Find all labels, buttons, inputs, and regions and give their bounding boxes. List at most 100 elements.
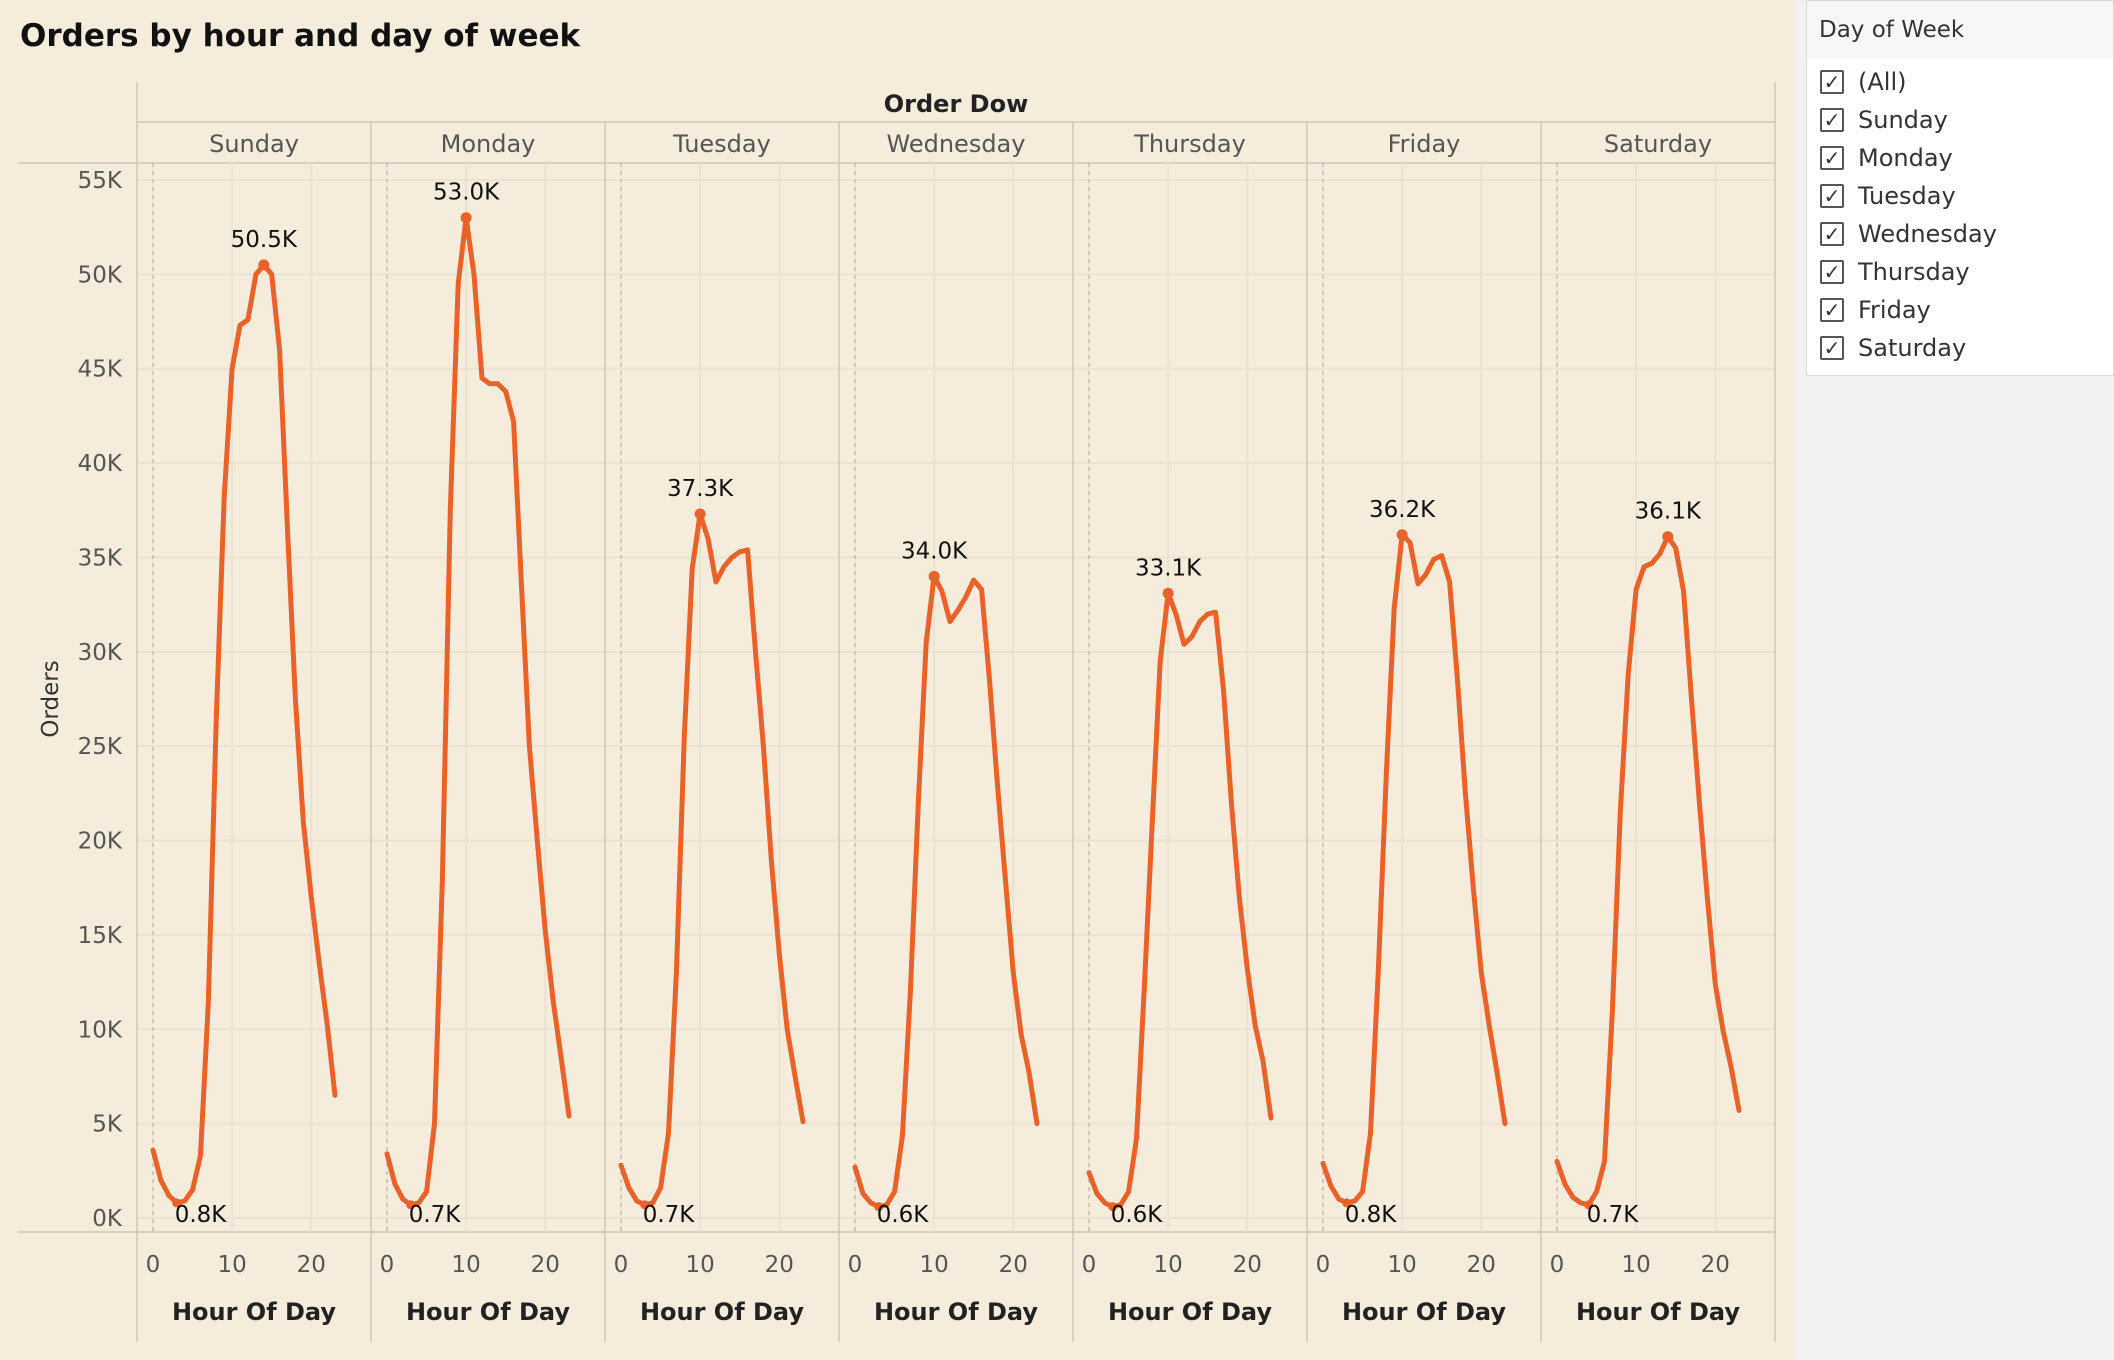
day-header-friday: Friday	[1388, 130, 1461, 158]
filter-item-tuesday[interactable]: ✓ Tuesday	[1807, 177, 2113, 215]
checkbox-checked-icon[interactable]: ✓	[1820, 70, 1844, 94]
min-label: 0.8K	[1345, 1202, 1398, 1228]
x-tick-label: 20	[1701, 1252, 1730, 1278]
min-marker	[172, 1198, 182, 1208]
min-marker	[1584, 1200, 1594, 1210]
filter-item-label: Friday	[1858, 296, 1931, 324]
min-label: 0.7K	[1587, 1202, 1640, 1228]
day-header-tuesday: Tuesday	[672, 130, 771, 158]
day-of-week-filter: Day of Week ✓ (All) ✓ Sunday ✓ Monday ✓ Tuesday…	[1806, 0, 2114, 376]
y-tick-label: 50K	[78, 262, 123, 288]
checkbox-checked-icon[interactable]: ✓	[1820, 108, 1844, 132]
x-tick-label: 0	[1082, 1252, 1097, 1278]
x-tick-label: 20	[1233, 1252, 1262, 1278]
column-header: Order Dow	[884, 90, 1028, 118]
y-tick-label: 10K	[78, 1017, 123, 1043]
y-tick-label: 25K	[78, 734, 123, 760]
peak-marker	[1662, 531, 1674, 543]
x-tick-label: 10	[1387, 1252, 1416, 1278]
peak-marker	[258, 259, 270, 271]
y-tick-label: 40K	[78, 451, 123, 477]
y-tick-label: 30K	[78, 640, 123, 666]
min-label: 0.7K	[409, 1202, 462, 1228]
series-line-friday	[1320, 532, 1508, 1206]
peak-marker	[928, 570, 940, 582]
y-tick-label: 55K	[78, 168, 123, 194]
x-tick-label: 0	[1316, 1252, 1331, 1278]
day-header-saturday: Saturday	[1604, 130, 1712, 158]
min-marker	[1108, 1202, 1118, 1212]
checkbox-checked-icon[interactable]: ✓	[1820, 184, 1844, 208]
x-axis-title: Hour Of Day	[1576, 1298, 1740, 1326]
filter-item-label: Wednesday	[1858, 220, 1997, 248]
y-tick-label: 45K	[78, 357, 123, 383]
x-tick-label: 10	[1621, 1252, 1650, 1278]
orders-line-chart: 0K 5K 10K 15K 20K 25K 30K 35K 40K 45K 50K 55K Orders…	[18, 82, 1776, 1342]
min-label: 0.6K	[877, 1202, 930, 1228]
chart-title: Orders by hour and day of week	[20, 18, 581, 54]
min-marker	[1342, 1198, 1352, 1208]
filter-item-saturday[interactable]: ✓ Saturday	[1807, 329, 2113, 367]
x-tick-label: 20	[999, 1252, 1028, 1278]
peak-marker	[1162, 587, 1174, 599]
filter-item-all[interactable]: ✓ (All)	[1807, 63, 2113, 101]
x-axis-title: Hour Of Day	[640, 1298, 804, 1326]
x-axis-title: Hour Of Day	[406, 1298, 570, 1326]
filter-item-label: (All)	[1858, 68, 1907, 96]
y-tick-label: 20K	[78, 829, 123, 855]
series-line-saturday	[1554, 534, 1742, 1208]
filter-item-label: Tuesday	[1858, 182, 1956, 210]
min-marker	[874, 1202, 884, 1212]
series-line-thursday	[1086, 590, 1274, 1210]
min-label: 0.7K	[643, 1202, 696, 1228]
checkbox-checked-icon[interactable]: ✓	[1820, 260, 1844, 284]
peak-label: 53.0K	[433, 180, 500, 206]
x-tick-label: 20	[531, 1252, 560, 1278]
series-line-monday	[384, 215, 572, 1208]
series-line-wednesday	[852, 573, 1040, 1210]
min-label: 0.8K	[175, 1202, 228, 1228]
peak-marker	[1396, 529, 1408, 541]
x-axis-title: Hour Of Day	[1108, 1298, 1272, 1326]
x-tick-label: 10	[919, 1252, 948, 1278]
peak-label: 34.0K	[901, 538, 968, 564]
x-tick-label: 10	[451, 1252, 480, 1278]
checkbox-checked-icon[interactable]: ✓	[1820, 336, 1844, 360]
checkbox-checked-icon[interactable]: ✓	[1820, 222, 1844, 246]
filter-item-monday[interactable]: ✓ Monday	[1807, 139, 2113, 177]
peak-label: 36.2K	[1369, 497, 1436, 523]
filter-item-label: Monday	[1858, 144, 1953, 172]
x-tick-label: 10	[1153, 1252, 1182, 1278]
day-header-wednesday: Wednesday	[887, 130, 1026, 158]
x-tick-label: 10	[217, 1252, 246, 1278]
x-axis-title: Hour Of Day	[172, 1298, 336, 1326]
y-tick-label: 0K	[92, 1206, 123, 1232]
y-tick-label: 35K	[78, 545, 123, 571]
series-line-tuesday	[618, 511, 806, 1208]
checkbox-checked-icon[interactable]: ✓	[1820, 146, 1844, 170]
filter-item-thursday[interactable]: ✓ Thursday	[1807, 253, 2113, 291]
x-tick-label: 0	[380, 1252, 395, 1278]
x-axis-title: Hour Of Day	[1342, 1298, 1506, 1326]
x-tick-label: 0	[614, 1252, 629, 1278]
filter-list: ✓ (All) ✓ Sunday ✓ Monday ✓ Tuesday ✓ Wednesday ✓ T…	[1807, 59, 2113, 367]
filter-item-friday[interactable]: ✓ Friday	[1807, 291, 2113, 329]
peak-label: 36.1K	[1635, 499, 1702, 525]
x-tick-label: 20	[297, 1252, 326, 1278]
filter-item-wednesday[interactable]: ✓ Wednesday	[1807, 215, 2113, 253]
day-header-thursday: Thursday	[1133, 130, 1246, 158]
y-tick-label: 5K	[92, 1112, 123, 1138]
checkbox-checked-icon[interactable]: ✓	[1820, 298, 1844, 322]
dashboard: Orders by hour and day of week 0K 5K 10K 15…	[18, 18, 1776, 1342]
peak-label: 37.3K	[667, 476, 734, 502]
min-label: 0.6K	[1111, 1202, 1164, 1228]
peak-marker	[694, 508, 706, 520]
min-marker	[406, 1200, 416, 1210]
x-tick-label: 0	[146, 1252, 161, 1278]
peak-marker	[460, 212, 472, 224]
filter-title: Day of Week	[1807, 1, 2113, 59]
filter-item-sunday[interactable]: ✓ Sunday	[1807, 101, 2113, 139]
y-axis-title: Orders	[38, 660, 64, 737]
y-tick-label: 15K	[78, 923, 123, 949]
filter-item-label: Saturday	[1858, 334, 1967, 362]
